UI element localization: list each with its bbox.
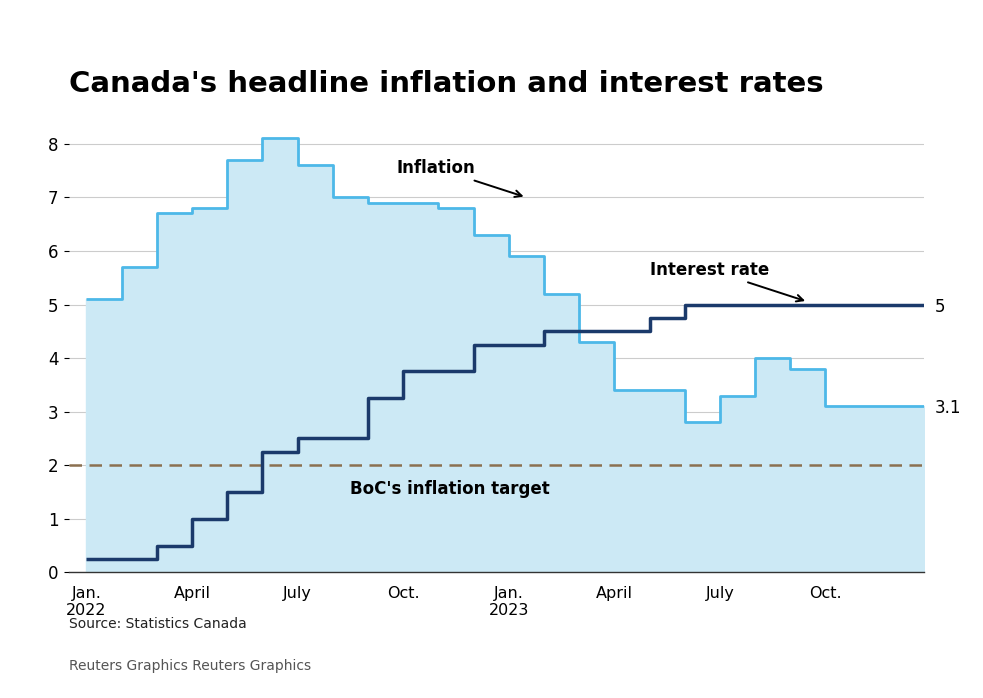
Text: Interest rate: Interest rate xyxy=(650,261,803,302)
Text: Inflation: Inflation xyxy=(396,159,522,197)
Text: BoC's inflation target: BoC's inflation target xyxy=(350,480,550,498)
Text: Reuters Graphics Reuters Graphics: Reuters Graphics Reuters Graphics xyxy=(69,659,311,673)
Title: Canada's headline inflation and interest rates: Canada's headline inflation and interest… xyxy=(69,70,824,98)
Text: Source: Statistics Canada: Source: Statistics Canada xyxy=(69,617,247,631)
